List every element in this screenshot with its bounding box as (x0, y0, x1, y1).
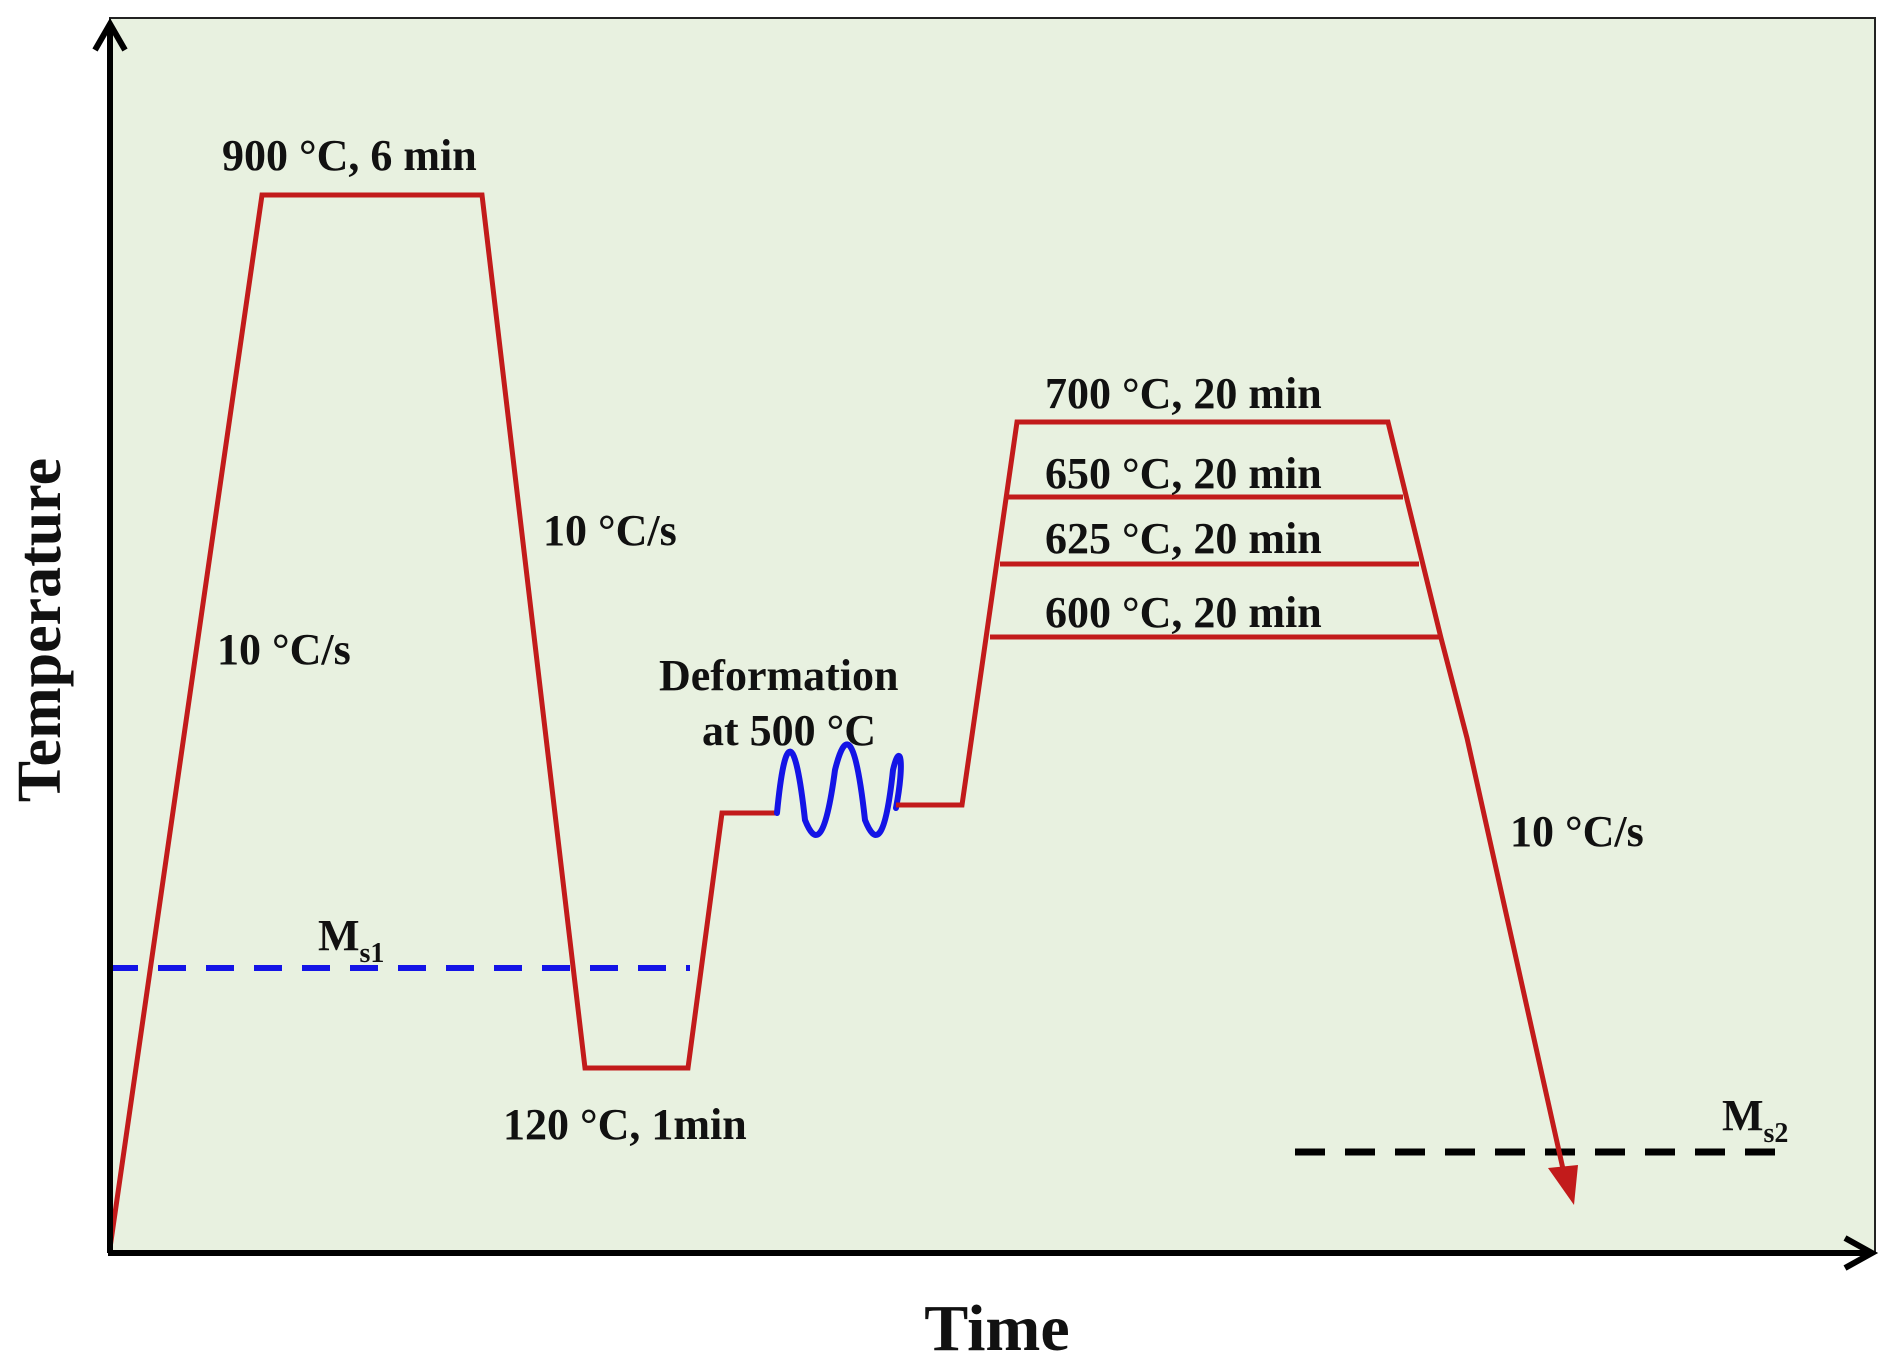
thermal-profile-line (107, 192, 777, 1249)
y-axis-arrowhead (92, 17, 128, 52)
x-axis-arrowhead (1843, 1235, 1879, 1271)
label-deformation-line2: at 500 °C (702, 706, 876, 755)
label-ms2: Ms2 (1722, 1091, 1788, 1149)
label-temper-650: 650 °C, 20 min (1045, 449, 1322, 498)
label-ms2-sub: s2 (1764, 1118, 1789, 1149)
label-cooling-rate-2: 10 °C/s (1510, 807, 1644, 856)
label-ms2-main: M (1722, 1091, 1764, 1140)
label-cooling-rate-1: 10 °C/s (543, 506, 677, 555)
label-ms1-main: M (318, 911, 360, 960)
label-ms1-sub: s1 (360, 938, 385, 969)
label-ms1: Ms1 (318, 911, 384, 969)
label-quench-hold: 120 °C, 1min (503, 1100, 747, 1149)
x-axis-label: Time (924, 1292, 1069, 1365)
label-temper-625: 625 °C, 20 min (1045, 514, 1322, 563)
label-heating-rate: 10 °C/s (217, 625, 351, 674)
cooling-arrowhead (1548, 1165, 1578, 1205)
label-temper-600: 600 °C, 20 min (1045, 588, 1322, 637)
y-axis-label: Temperature (6, 458, 74, 802)
deformation-wave (774, 741, 904, 838)
label-temper-700: 700 °C, 20 min (1045, 369, 1322, 418)
label-deformation-line1: Deformation (659, 651, 899, 700)
label-austenitize: 900 °C, 6 min (222, 131, 477, 180)
